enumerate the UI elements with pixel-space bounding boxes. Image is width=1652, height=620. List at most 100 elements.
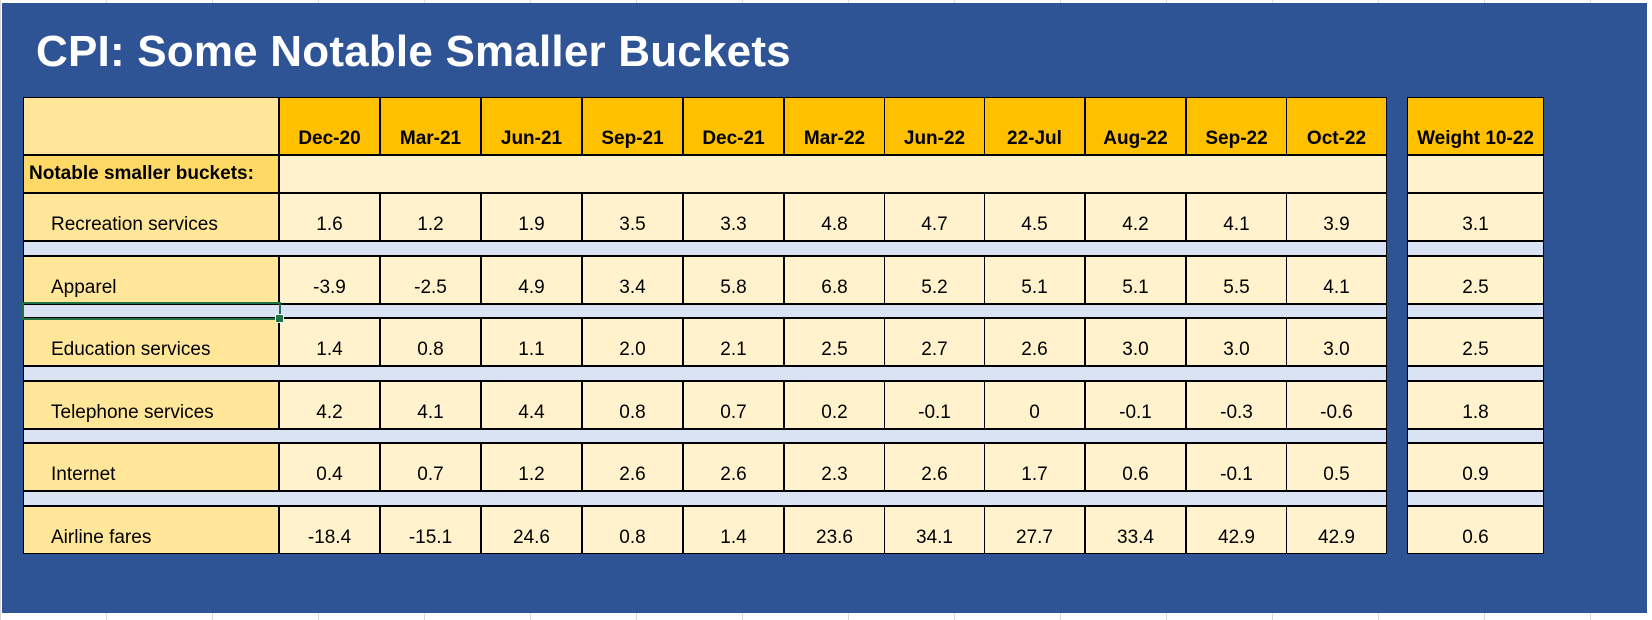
- data-cell[interactable]: 27.7: [984, 506, 1085, 554]
- data-cell[interactable]: 0.4: [279, 443, 380, 491]
- data-cell[interactable]: 4.4: [481, 381, 582, 429]
- column-header[interactable]: Dec-20: [279, 97, 380, 155]
- data-cell[interactable]: 2.0: [582, 318, 683, 366]
- data-cell[interactable]: 0.7: [380, 443, 481, 491]
- active-cell-selection[interactable]: [22, 302, 281, 320]
- row-separator[interactable]: [23, 491, 1387, 506]
- column-header[interactable]: Jun-22: [884, 97, 985, 155]
- data-cell[interactable]: 1.2: [380, 193, 481, 241]
- data-cell[interactable]: 1.4: [279, 318, 380, 366]
- data-cell[interactable]: 2.3: [784, 443, 885, 491]
- data-cell[interactable]: 3.0: [1186, 318, 1287, 366]
- data-cell[interactable]: 3.0: [1085, 318, 1186, 366]
- data-cell[interactable]: 34.1: [884, 506, 985, 554]
- data-cell[interactable]: 1.2: [481, 443, 582, 491]
- column-header[interactable]: Sep-21: [582, 97, 683, 155]
- data-cell[interactable]: 5.8: [683, 256, 784, 304]
- data-cell[interactable]: 3.9: [1286, 193, 1387, 241]
- data-cell[interactable]: 4.5: [984, 193, 1085, 241]
- data-cell[interactable]: -3.9: [279, 256, 380, 304]
- row-separator-weight[interactable]: [1407, 491, 1544, 506]
- data-cell[interactable]: 0.6: [1085, 443, 1186, 491]
- data-cell[interactable]: 2.6: [984, 318, 1085, 366]
- data-cell[interactable]: 4.9: [481, 256, 582, 304]
- data-cell[interactable]: -0.1: [1186, 443, 1287, 491]
- data-cell[interactable]: 5.2: [884, 256, 985, 304]
- data-cell[interactable]: 0.2: [784, 381, 885, 429]
- weight-cell[interactable]: 0.6: [1407, 506, 1544, 554]
- data-cell[interactable]: 3.4: [582, 256, 683, 304]
- row-separator[interactable]: [23, 366, 1387, 381]
- data-cell[interactable]: -15.1: [380, 506, 481, 554]
- data-cell[interactable]: 1.9: [481, 193, 582, 241]
- data-cell[interactable]: 1.4: [683, 506, 784, 554]
- data-cell[interactable]: 0.8: [582, 381, 683, 429]
- column-header[interactable]: Sep-22: [1186, 97, 1287, 155]
- weight-header[interactable]: Weight 10-22: [1407, 97, 1544, 155]
- row-separator-weight[interactable]: [1407, 429, 1544, 443]
- data-cell[interactable]: 4.2: [279, 381, 380, 429]
- data-cell[interactable]: 3.0: [1286, 318, 1387, 366]
- row-label[interactable]: Apparel: [23, 256, 279, 304]
- column-header[interactable]: 22-Jul: [984, 97, 1085, 155]
- data-cell[interactable]: 4.8: [784, 193, 885, 241]
- data-cell[interactable]: 0.8: [582, 506, 683, 554]
- column-header[interactable]: Mar-21: [380, 97, 481, 155]
- section-fill[interactable]: [279, 155, 1387, 193]
- column-header[interactable]: Jun-21: [481, 97, 582, 155]
- data-cell[interactable]: 4.2: [1085, 193, 1186, 241]
- data-cell[interactable]: 6.8: [784, 256, 885, 304]
- row-separator[interactable]: [23, 241, 1387, 256]
- row-separator-weight[interactable]: [1407, 366, 1544, 381]
- weight-cell[interactable]: 3.1: [1407, 193, 1544, 241]
- row-label[interactable]: Education services: [23, 318, 279, 366]
- data-cell[interactable]: -0.1: [884, 381, 985, 429]
- data-cell[interactable]: -2.5: [380, 256, 481, 304]
- data-cell[interactable]: -18.4: [279, 506, 380, 554]
- data-cell[interactable]: 2.1: [683, 318, 784, 366]
- row-separator[interactable]: [23, 429, 1387, 443]
- data-cell[interactable]: 2.6: [884, 443, 985, 491]
- data-cell[interactable]: -0.1: [1085, 381, 1186, 429]
- data-cell[interactable]: 4.7: [884, 193, 985, 241]
- data-cell[interactable]: 5.5: [1186, 256, 1287, 304]
- data-cell[interactable]: 1.6: [279, 193, 380, 241]
- data-cell[interactable]: 42.9: [1286, 506, 1387, 554]
- column-header[interactable]: Mar-22: [784, 97, 885, 155]
- data-cell[interactable]: 2.6: [582, 443, 683, 491]
- weight-cell[interactable]: 2.5: [1407, 318, 1544, 366]
- data-cell[interactable]: 4.1: [1286, 256, 1387, 304]
- row-label[interactable]: Airline fares: [23, 506, 279, 554]
- weight-cell[interactable]: 2.5: [1407, 256, 1544, 304]
- data-cell[interactable]: 0.8: [380, 318, 481, 366]
- data-cell[interactable]: 4.1: [380, 381, 481, 429]
- header-blank-cell[interactable]: [23, 97, 279, 155]
- row-label[interactable]: Telephone services: [23, 381, 279, 429]
- data-cell[interactable]: 1.7: [984, 443, 1085, 491]
- weight-cell[interactable]: 0.9: [1407, 443, 1544, 491]
- data-cell[interactable]: 2.7: [884, 318, 985, 366]
- column-header[interactable]: Aug-22: [1085, 97, 1186, 155]
- data-cell[interactable]: 23.6: [784, 506, 885, 554]
- row-label[interactable]: Recreation services: [23, 193, 279, 241]
- data-cell[interactable]: 5.1: [984, 256, 1085, 304]
- data-cell[interactable]: 5.1: [1085, 256, 1186, 304]
- row-separator-weight[interactable]: [1407, 304, 1544, 318]
- data-cell[interactable]: -0.3: [1186, 381, 1287, 429]
- data-cell[interactable]: 1.1: [481, 318, 582, 366]
- data-cell[interactable]: 3.5: [582, 193, 683, 241]
- data-cell[interactable]: 4.1: [1186, 193, 1287, 241]
- section-fill-weight[interactable]: [1407, 155, 1544, 193]
- data-cell[interactable]: 33.4: [1085, 506, 1186, 554]
- data-cell[interactable]: 2.6: [683, 443, 784, 491]
- fill-handle[interactable]: [275, 314, 284, 323]
- data-cell[interactable]: 42.9: [1186, 506, 1287, 554]
- column-header[interactable]: Dec-21: [683, 97, 784, 155]
- data-cell[interactable]: 0.5: [1286, 443, 1387, 491]
- data-cell[interactable]: 0: [984, 381, 1085, 429]
- data-cell[interactable]: 3.3: [683, 193, 784, 241]
- data-cell[interactable]: 0.7: [683, 381, 784, 429]
- data-cell[interactable]: 2.5: [784, 318, 885, 366]
- row-label[interactable]: Internet: [23, 443, 279, 491]
- data-cell[interactable]: 24.6: [481, 506, 582, 554]
